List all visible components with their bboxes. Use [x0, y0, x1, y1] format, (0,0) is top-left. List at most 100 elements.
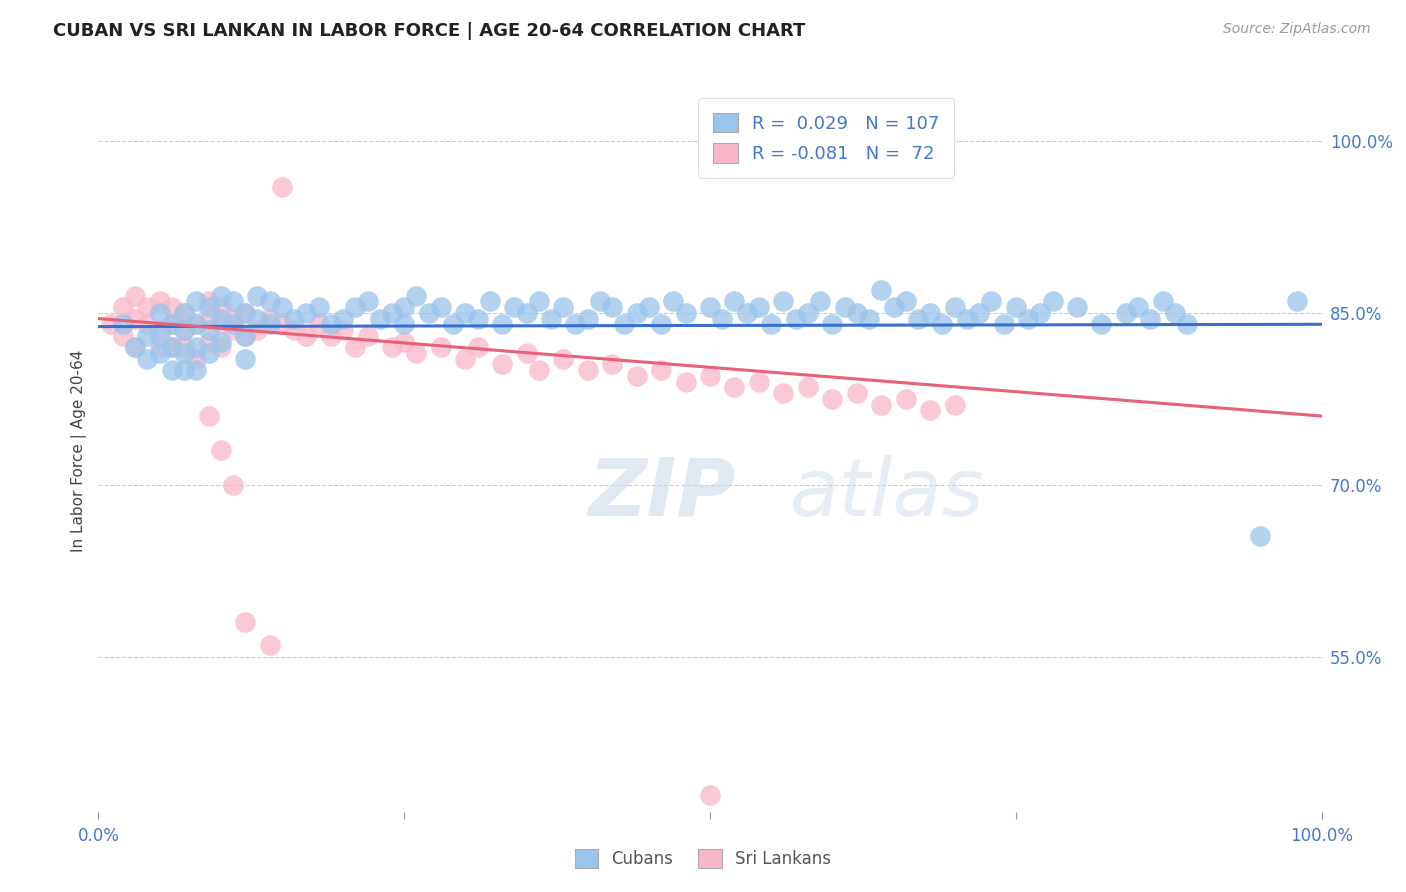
Point: [356, 294, 378, 309]
Point: [209, 288, 232, 302]
Point: [173, 306, 195, 320]
Legend: Cubans, Sri Lankans: Cubans, Sri Lankans: [568, 843, 838, 875]
Point: [124, 288, 146, 302]
Point: [197, 300, 219, 314]
Point: [576, 311, 599, 326]
Point: [186, 318, 208, 332]
Point: [748, 375, 770, 389]
Point: [980, 294, 1002, 309]
Text: Source: ZipAtlas.com: Source: ZipAtlas.com: [1223, 22, 1371, 37]
Point: [259, 639, 281, 653]
Point: [136, 328, 159, 343]
Point: [319, 318, 342, 332]
Point: [259, 294, 281, 309]
Point: [967, 306, 990, 320]
Point: [259, 318, 281, 332]
Point: [626, 306, 648, 320]
Point: [405, 288, 427, 302]
Point: [173, 340, 195, 354]
Point: [197, 334, 219, 349]
Point: [295, 328, 318, 343]
Point: [589, 294, 612, 309]
Point: [186, 318, 208, 332]
Point: [600, 300, 623, 314]
Point: [527, 294, 550, 309]
Point: [222, 318, 245, 332]
Point: [136, 318, 159, 332]
Point: [907, 311, 929, 326]
Point: [368, 311, 391, 326]
Point: [650, 318, 672, 332]
Point: [797, 306, 820, 320]
Point: [233, 328, 256, 343]
Point: [626, 368, 648, 383]
Point: [149, 340, 172, 354]
Point: [553, 351, 575, 366]
Point: [1139, 311, 1161, 326]
Point: [931, 318, 953, 332]
Point: [392, 334, 416, 349]
Point: [136, 300, 159, 314]
Point: [124, 311, 146, 326]
Point: [160, 363, 183, 377]
Point: [209, 311, 232, 326]
Point: [405, 346, 427, 360]
Point: [111, 318, 134, 332]
Point: [149, 328, 172, 343]
Point: [943, 300, 966, 314]
Point: [553, 300, 575, 314]
Point: [319, 328, 342, 343]
Point: [160, 340, 183, 354]
Point: [564, 318, 586, 332]
Point: [332, 323, 354, 337]
Point: [1029, 306, 1052, 320]
Point: [173, 346, 195, 360]
Point: [197, 311, 219, 326]
Point: [111, 328, 134, 343]
Point: [392, 300, 416, 314]
Point: [503, 300, 526, 314]
Point: [699, 300, 721, 314]
Point: [1066, 300, 1088, 314]
Point: [430, 300, 453, 314]
Point: [491, 358, 513, 372]
Point: [270, 300, 294, 314]
Point: [332, 311, 354, 326]
Point: [124, 340, 146, 354]
Point: [515, 346, 537, 360]
Point: [344, 300, 367, 314]
Point: [441, 318, 464, 332]
Point: [418, 306, 440, 320]
Point: [1152, 294, 1174, 309]
Point: [858, 311, 880, 326]
Point: [675, 375, 697, 389]
Point: [283, 323, 305, 337]
Legend: R =  0.029   N = 107, R = -0.081   N =  72: R = 0.029 N = 107, R = -0.081 N = 72: [699, 98, 955, 178]
Text: ZIP: ZIP: [588, 455, 735, 533]
Point: [209, 340, 232, 354]
Point: [920, 403, 942, 417]
Point: [149, 294, 172, 309]
Point: [772, 386, 794, 401]
Point: [100, 318, 122, 332]
Point: [259, 311, 281, 326]
Point: [699, 788, 721, 802]
Point: [381, 306, 404, 320]
Point: [173, 363, 195, 377]
Point: [160, 300, 183, 314]
Point: [197, 346, 219, 360]
Point: [246, 323, 269, 337]
Point: [222, 294, 245, 309]
Point: [467, 340, 489, 354]
Point: [1004, 300, 1026, 314]
Point: [613, 318, 636, 332]
Point: [149, 323, 172, 337]
Point: [308, 318, 330, 332]
Point: [186, 340, 208, 354]
Point: [735, 306, 758, 320]
Point: [270, 179, 294, 194]
Point: [1164, 306, 1187, 320]
Point: [209, 334, 232, 349]
Point: [283, 311, 305, 326]
Point: [675, 306, 697, 320]
